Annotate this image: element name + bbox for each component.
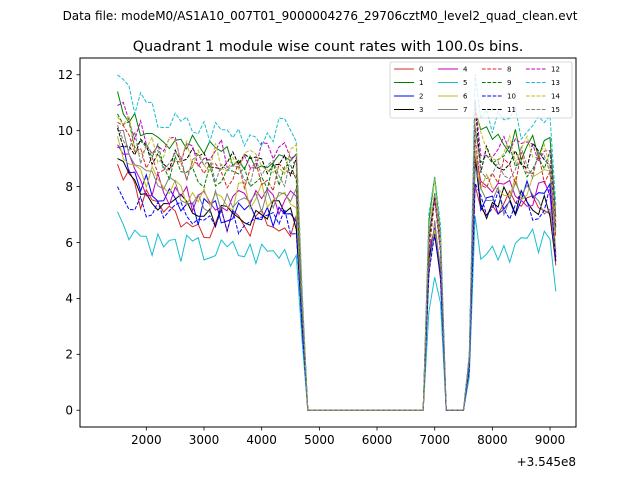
legend-box [389,61,573,119]
x-tick-label: 5000 [304,433,335,447]
y-tick-label: 12 [58,68,73,82]
y-tick-label: 10 [58,124,73,138]
x-tick-label: 9000 [535,433,566,447]
y-tick-label: 0 [65,404,73,418]
legend-label-11: 11 [507,106,516,114]
legend-label-0: 0 [419,66,423,74]
x-tick-label: 7000 [419,433,450,447]
series-line-14 [117,106,557,411]
legend-label-4: 4 [463,66,468,74]
legend-label-10: 10 [507,93,516,101]
legend-label-3: 3 [419,106,423,114]
y-tick-label: 8 [65,180,73,194]
chart-suptitle: Data file: modeM0/AS1A10_007T01_90000042… [63,9,578,23]
series-line-9 [117,113,557,411]
legend-label-14: 14 [551,93,560,101]
y-tick-label: 6 [65,236,73,250]
x-tick-label: 3000 [189,433,220,447]
chart-title: Quadrant 1 module wise count rates with … [133,39,524,55]
x-tick-label: 6000 [362,433,393,447]
legend-label-5: 5 [463,79,467,87]
legend-label-13: 13 [551,79,560,87]
legend-label-1: 1 [419,79,423,87]
legend-label-12: 12 [551,66,560,74]
legend-label-8: 8 [507,66,511,74]
legend-label-2: 2 [419,93,423,101]
legend-label-7: 7 [463,106,467,114]
legend-label-6: 6 [463,93,468,101]
legend-label-15: 15 [551,106,560,114]
x-offset-text: +3.545e8 [517,455,576,469]
axis-ticks: 2000 3000 4000 5000 6000 7000 8000 900002468101… [58,68,566,447]
series-line-15 [117,124,557,411]
plot-area [117,74,557,411]
y-tick-label: 4 [65,292,73,306]
x-tick-label: 8000 [477,433,508,447]
x-tick-label: 4000 [246,433,277,447]
x-tick-label: 2000 [131,433,162,447]
legend-label-9: 9 [507,79,511,87]
y-tick-label: 2 [65,348,73,362]
